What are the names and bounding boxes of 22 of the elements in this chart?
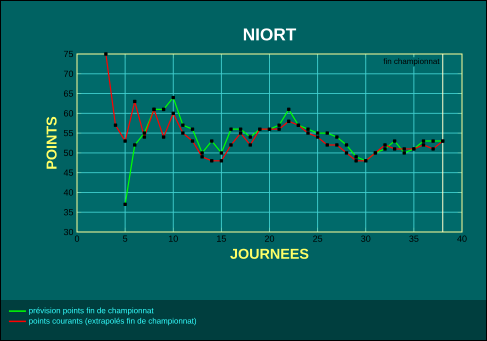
y-tick-label: 30 [64, 228, 74, 236]
y-tick-label: 35 [64, 209, 74, 216]
x-tick-label: 30 [361, 236, 370, 242]
x-tick-label: 10 [168, 236, 178, 242]
x-axis-title: JOURNEES [230, 248, 308, 259]
x-tick-label: 35 [409, 236, 418, 242]
y-tick-label: 55 [64, 130, 74, 136]
x-tick-label: 0 [74, 236, 80, 242]
x-tick-label: 5 [122, 236, 128, 242]
x-tick-label: 25 [313, 236, 322, 242]
x-tick-label: 15 [217, 236, 226, 242]
y-tick-label: 75 [64, 50, 74, 58]
y-tick-label: 45 [64, 170, 74, 176]
x-tick-label: 40 [457, 236, 467, 242]
y-tick-label: 70 [64, 70, 74, 77]
x-tick-label: 20 [264, 236, 274, 242]
y-tick-label: 60 [64, 110, 74, 117]
y-tick-label: 50 [64, 150, 74, 156]
y-axis-title: POINTS [46, 116, 57, 169]
y-tick-label: 40 [64, 189, 74, 196]
chart-title: NIORT [244, 28, 296, 41]
y-tick-label: 65 [64, 90, 74, 97]
